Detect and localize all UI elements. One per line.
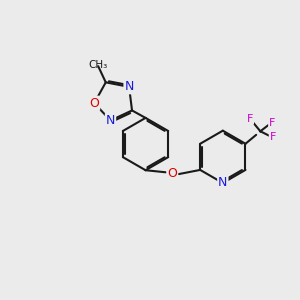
Text: F: F (269, 118, 275, 128)
Text: N: N (124, 80, 134, 93)
Text: O: O (167, 167, 177, 180)
Text: N: N (218, 176, 227, 190)
Text: N: N (106, 114, 115, 127)
Text: F: F (270, 132, 276, 142)
Text: CH₃: CH₃ (88, 60, 107, 70)
Text: O: O (89, 97, 99, 110)
Text: F: F (247, 114, 253, 124)
